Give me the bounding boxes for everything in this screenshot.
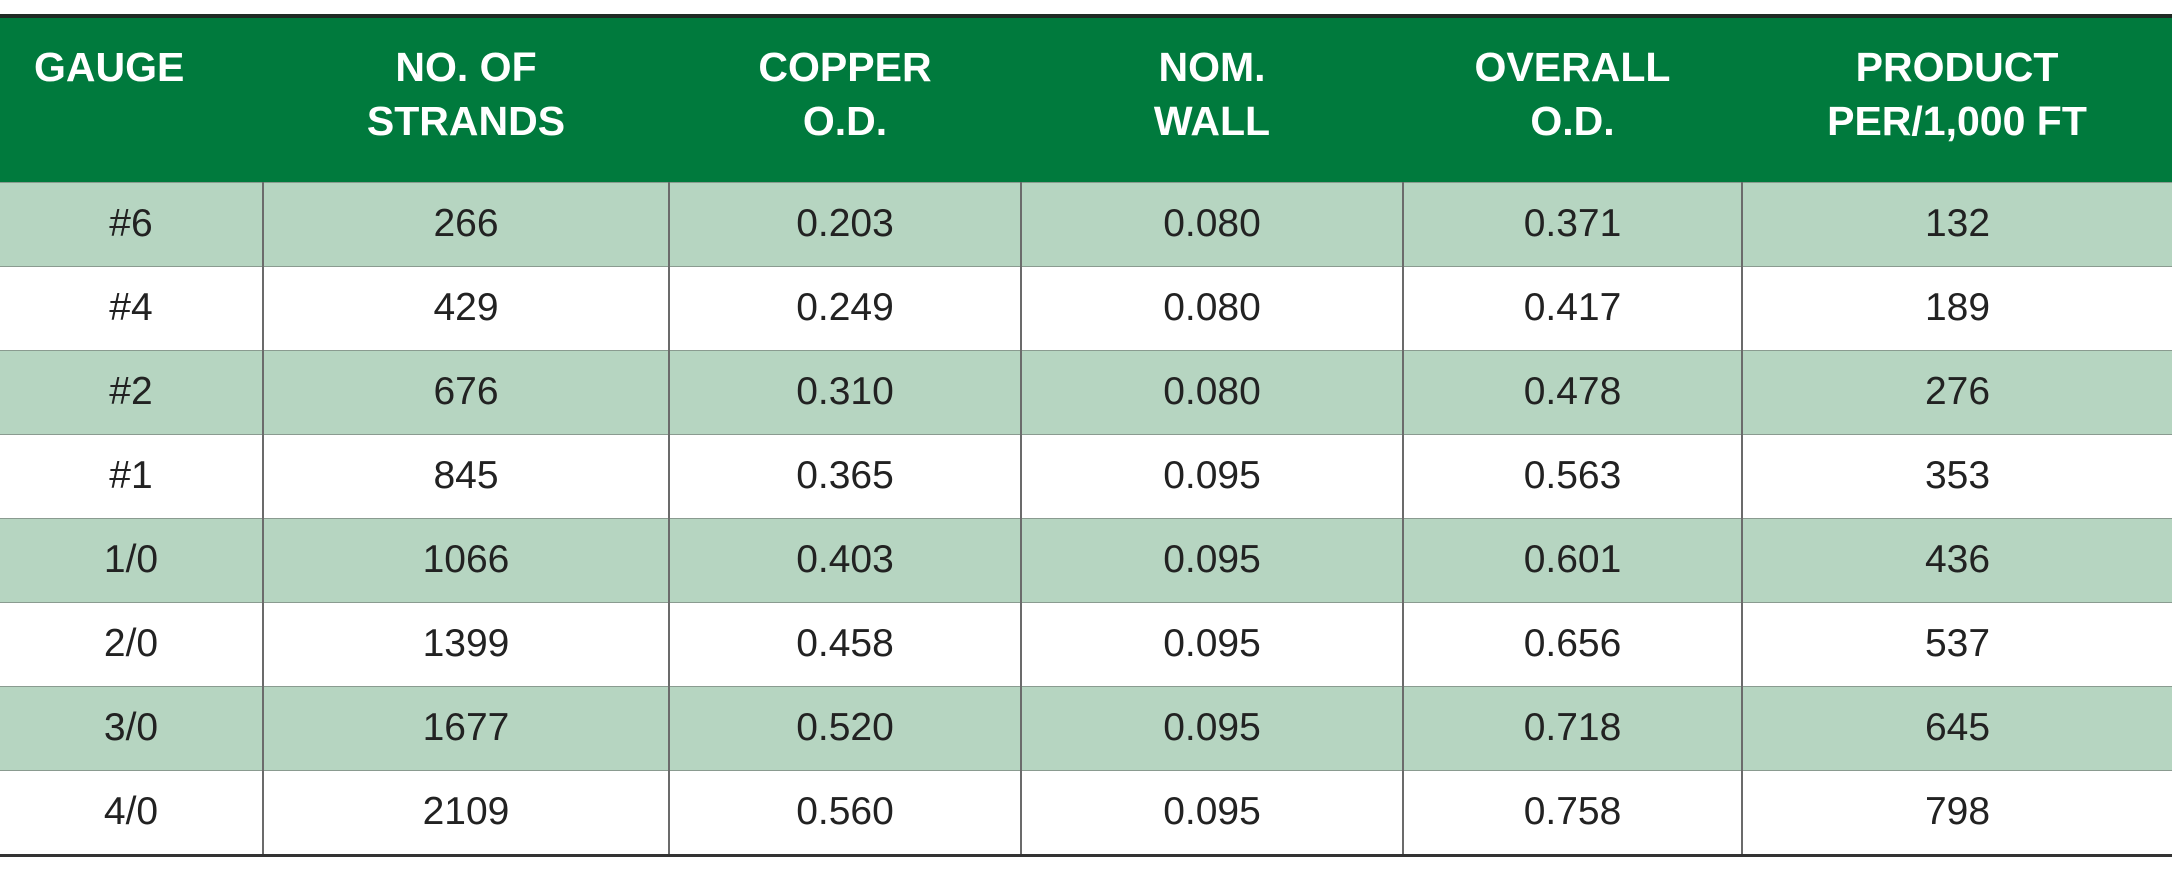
table-cell: 1066 bbox=[262, 517, 669, 602]
table-row: 2/0 1399 0.458 0.095 0.656 537 bbox=[0, 601, 2172, 686]
table-cell: 2109 bbox=[262, 769, 669, 855]
table-cell: 798 bbox=[1741, 769, 2172, 855]
table-cell: 0.458 bbox=[668, 601, 1021, 686]
table-cell: 537 bbox=[1741, 601, 2172, 686]
table-cell: 0.095 bbox=[1020, 769, 1403, 855]
table-cell: 0.758 bbox=[1402, 769, 1742, 855]
table-cell: 0.417 bbox=[1402, 265, 1742, 350]
table-cell: 0.403 bbox=[668, 517, 1021, 602]
table-cell: 0.080 bbox=[1020, 349, 1403, 434]
header-cell: NO. OF STRANDS bbox=[263, 16, 669, 182]
table-cell: 0.095 bbox=[1020, 517, 1403, 602]
table-cell: 0.365 bbox=[668, 433, 1021, 518]
table-cell: 0.478 bbox=[1402, 349, 1742, 434]
table-container: GAUGE NO. OF STRANDS COPPER O.D. NOM. WALL O… bbox=[0, 14, 2172, 857]
table-cell: 436 bbox=[1741, 517, 2172, 602]
table-cell: 0.520 bbox=[668, 685, 1021, 770]
table-cell: 1/0 bbox=[0, 517, 263, 602]
table-row: #4 429 0.249 0.080 0.417 189 bbox=[0, 265, 2172, 350]
header-cell: OVERALL O.D. bbox=[1403, 16, 1742, 182]
header-cell: NOM. WALL bbox=[1021, 16, 1403, 182]
table-cell: 0.371 bbox=[1402, 181, 1742, 266]
table-cell: 0.601 bbox=[1402, 517, 1742, 602]
table-row: 4/0 2109 0.560 0.095 0.758 798 bbox=[0, 769, 2172, 855]
table-cell: 0.095 bbox=[1020, 685, 1403, 770]
table-cell: 4/0 bbox=[0, 769, 263, 855]
table-row: #2 676 0.310 0.080 0.478 276 bbox=[0, 349, 2172, 434]
table-cell: 1399 bbox=[262, 601, 669, 686]
header-cell: COPPER O.D. bbox=[669, 16, 1021, 182]
table-cell: 3/0 bbox=[0, 685, 263, 770]
table-body: #6 266 0.203 0.080 0.371 132 #4 429 0.249 0.080 0.… bbox=[0, 181, 2172, 855]
header-cell: PRODUCT PER/1,000 FT bbox=[1742, 16, 2172, 182]
table-cell: 0.080 bbox=[1020, 181, 1403, 266]
table-cell: 0.249 bbox=[668, 265, 1021, 350]
header-cell: GAUGE bbox=[0, 16, 263, 182]
table-row: 1/0 1066 0.403 0.095 0.601 436 bbox=[0, 517, 2172, 602]
table-cell: 676 bbox=[262, 349, 669, 434]
table-cell: 845 bbox=[262, 433, 669, 518]
table-cell: 189 bbox=[1741, 265, 2172, 350]
table-cell: 0.080 bbox=[1020, 265, 1403, 350]
table-cell: 1677 bbox=[262, 685, 669, 770]
table-cell: 353 bbox=[1741, 433, 2172, 518]
table-cell: 0.203 bbox=[668, 181, 1021, 266]
table-row: 3/0 1677 0.520 0.095 0.718 645 bbox=[0, 685, 2172, 770]
table-cell: 132 bbox=[1741, 181, 2172, 266]
table-cell: 266 bbox=[262, 181, 669, 266]
header-row: GAUGE NO. OF STRANDS COPPER O.D. NOM. WALL O… bbox=[0, 16, 2172, 182]
table-cell: 429 bbox=[262, 265, 669, 350]
table-row: #1 845 0.365 0.095 0.563 353 bbox=[0, 433, 2172, 518]
table-cell: 0.095 bbox=[1020, 433, 1403, 518]
table-cell: #4 bbox=[0, 265, 263, 350]
table-cell: 0.563 bbox=[1402, 433, 1742, 518]
table-cell: 645 bbox=[1741, 685, 2172, 770]
table-cell: 0.718 bbox=[1402, 685, 1742, 770]
table-cell: 0.560 bbox=[668, 769, 1021, 855]
table-cell: 2/0 bbox=[0, 601, 263, 686]
table-cell: #6 bbox=[0, 181, 263, 266]
table-cell: #1 bbox=[0, 433, 263, 518]
table-cell: 276 bbox=[1741, 349, 2172, 434]
table-cell: 0.095 bbox=[1020, 601, 1403, 686]
spec-table: GAUGE NO. OF STRANDS COPPER O.D. NOM. WALL O… bbox=[0, 14, 2172, 857]
table-cell: 0.656 bbox=[1402, 601, 1742, 686]
table-cell: #2 bbox=[0, 349, 263, 434]
table-row: #6 266 0.203 0.080 0.371 132 bbox=[0, 181, 2172, 266]
table-cell: 0.310 bbox=[668, 349, 1021, 434]
